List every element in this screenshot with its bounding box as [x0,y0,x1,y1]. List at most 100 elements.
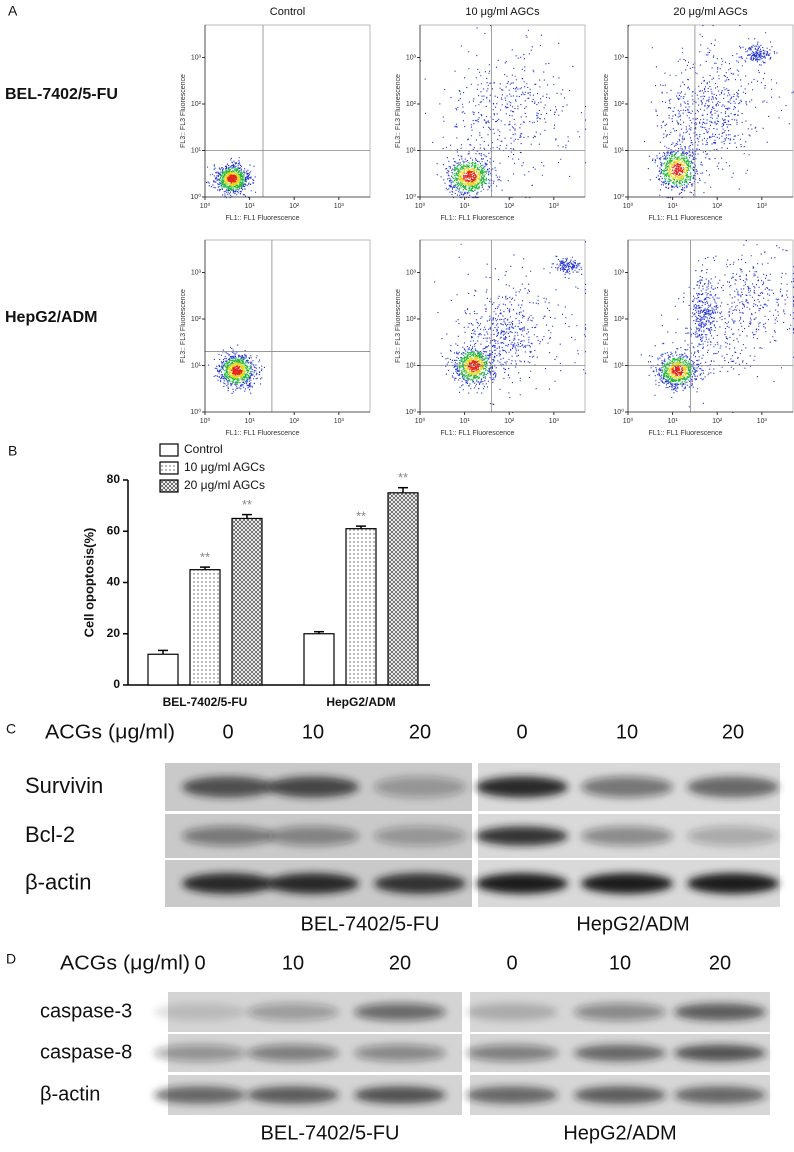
dose-value: 20 [722,721,744,743]
y-tick-label: 10³ [191,54,202,61]
scatter-dots [671,365,684,377]
x-tick-label: 10³ [334,203,345,210]
x-tick-label: 10¹ [245,203,256,210]
scatter-dots [458,167,481,187]
blot-band [466,1086,558,1104]
dose-value: 20 [409,721,431,743]
x-tick-label: 10¹ [668,418,679,425]
bar [147,653,179,686]
blot-band [267,776,359,798]
blot-band [574,1044,666,1062]
x-tick-label: 10¹ [668,203,679,210]
y-tick-label: 60 [107,523,121,537]
x-tick-label: 10⁰ [623,417,634,425]
dose-value: 0 [194,952,205,974]
scatter-dots [462,170,477,183]
scatter-dots [222,357,252,384]
x-axis-label: FL1:: FL1 Fluorescence [226,430,300,437]
protein-label: β-actin [40,1083,100,1105]
y-tick-label: 10² [406,316,417,323]
x-axis-label: FL1:: FL1 Fluorescence [441,215,515,222]
row-label: BEL-7402/5-FU [5,86,118,103]
plot-frame [419,24,586,198]
column-title: Control [270,6,305,18]
significance: ** [398,470,408,485]
x-tick-label: 10² [289,203,300,210]
blot-band [154,1003,246,1021]
legend-swatch [159,461,179,475]
y-tick-label: 10³ [614,54,625,61]
y-tick-label: 10⁰ [190,408,201,416]
dose-label: ACGs (μg/ml) [60,952,190,974]
x-tick-label: 10² [504,203,515,210]
y-axis-label: Cell opoptosis(%) [81,528,96,638]
legend-swatch [159,479,179,493]
x-tick-label: 10⁰ [623,202,634,210]
x-tick-label: 10³ [757,418,768,425]
x-axis-label: FL1:: FL1 Fluorescence [649,430,723,437]
blot-band [581,826,673,846]
blot-band [354,1044,446,1062]
legend-label: 10 μg/ml AGCs [184,460,265,474]
protein-label: Survivin [25,773,103,798]
dose-value: 0 [222,721,233,743]
y-axis-label: FL3:: FL3 Fluorescence [603,289,610,363]
y-tick-label: 10³ [191,269,202,276]
y-tick-label: 10⁰ [190,193,201,201]
x-tick-label: 10¹ [245,418,256,425]
blot-band [247,1086,339,1104]
blot-band [154,1044,246,1062]
dose-value: 0 [516,721,527,743]
x-tick-label: 10² [504,418,515,425]
blot-band [182,776,274,798]
y-axis-label: FL3:: FL3 Fluorescence [180,74,187,148]
blot-band [476,873,568,894]
scatter-dots [231,365,243,376]
scatter-dots [458,350,490,382]
y-tick-label: 10² [191,101,202,108]
protein-label: β-actin [25,869,91,894]
y-tick-label: 10³ [406,54,417,61]
x-axis-label: FL1:: FL1 Fluorescence [441,430,515,437]
blot-band [674,1003,766,1021]
legend-swatch [159,443,179,457]
panel-label: C [6,721,16,737]
y-tick-label: 10⁰ [613,193,624,201]
dose-value: 0 [506,952,517,974]
blot-band [466,1003,558,1021]
scatter-dots [467,360,481,372]
plot-frame [627,24,794,198]
blot-band [476,826,568,846]
column-title: 20 μg/ml AGCs [673,6,748,18]
plot-frame [204,239,371,413]
blot-band [267,873,359,894]
bar [387,492,419,686]
column-title: 10 μg/ml AGCs [465,6,540,18]
cell-line-label: HepG2/ADM [576,913,689,935]
x-tick-label: 10⁰ [200,417,211,425]
x-tick-label: 10³ [549,203,560,210]
protein-label: caspase-3 [40,1000,132,1022]
y-tick-label: 10⁰ [405,408,416,416]
blot-band [374,826,466,846]
dose-value: 10 [302,721,324,743]
blot-band [247,1044,339,1062]
blot-band [674,1086,766,1104]
x-tick-label: 10¹ [460,203,471,210]
blot-band [581,776,673,798]
legend-label: 20 μg/ml AGCs [184,478,265,492]
blot-band [354,1086,446,1104]
blot-band [374,873,466,894]
blot-band [374,776,466,798]
blot-band [674,1044,766,1062]
x-tick-label: 10³ [334,418,345,425]
scatter-dots [661,357,694,385]
panel-label: D [6,951,16,967]
y-axis-label: FL3:: FL3 Fluorescence [180,289,187,363]
blot-band [574,1086,666,1104]
bar [345,528,377,686]
y-axis-label: FL3:: FL3 Fluorescence [395,74,402,148]
blot-band [687,776,779,798]
x-tick-label: 10³ [549,418,560,425]
scatter-dots [661,153,694,186]
